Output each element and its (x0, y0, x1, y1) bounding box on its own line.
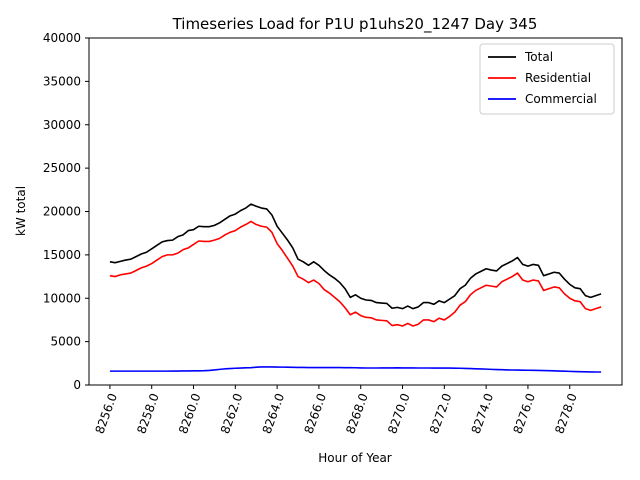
series-line-commercial (109, 366, 602, 373)
y-tick-label: 15000 (43, 248, 81, 262)
legend-box (479, 43, 615, 115)
y-axis-label: kW total (14, 186, 28, 236)
y-tick-label: 0 (73, 378, 81, 392)
y-tick-label: 35000 (43, 74, 81, 88)
y-tick-label: 5000 (50, 335, 81, 349)
y-axis: 0 5000 10000 15000 20000 25000 30000 35000 40000 (43, 31, 89, 392)
series-line-residential (109, 220, 602, 327)
x-axis-label: Hour of Year (318, 451, 392, 465)
y-tick-label: 20000 (43, 205, 81, 219)
legend-label-residential: Residential (525, 71, 591, 85)
y-tick-label: 40000 (43, 31, 81, 45)
y-tick-label: 25000 (43, 161, 81, 175)
series-line-total (109, 203, 602, 310)
y-tick-label: 10000 (43, 291, 81, 305)
y-tick-label: 30000 (43, 118, 81, 132)
legend-label-total: Total (524, 50, 553, 64)
series-layer (109, 203, 602, 373)
legend-label-commercial: Commercial (525, 92, 597, 106)
legend: Total Residential Commercial (479, 43, 615, 115)
chart-title: Timeseries Load for P1U p1uhs20_1247 Day… (172, 15, 538, 34)
